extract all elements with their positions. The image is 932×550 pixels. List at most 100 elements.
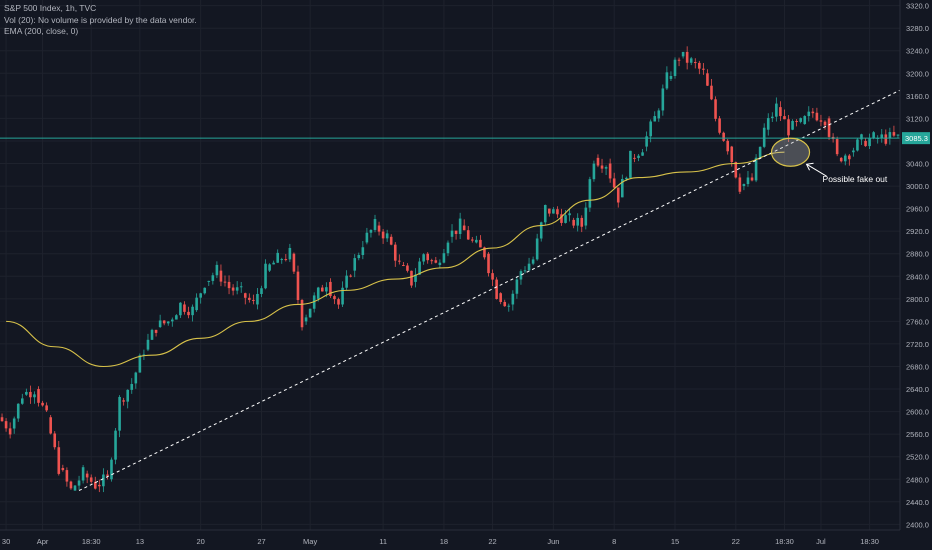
candle-down [243, 293, 247, 298]
candle-down [45, 405, 48, 411]
x-tick-label: 18:30 [860, 537, 879, 546]
legend-symbol[interactable]: S&P 500 Index, 1h, TVC [4, 3, 97, 13]
candle-down [337, 299, 340, 305]
candle-up [12, 418, 16, 429]
candle-up [414, 274, 417, 282]
candle-up [507, 305, 511, 307]
candle-up [442, 253, 446, 263]
candle-down [864, 140, 867, 147]
candle-down [406, 265, 409, 271]
candle-up [203, 287, 207, 294]
y-tick-label: 3200.0 [906, 69, 929, 78]
candle-up [235, 287, 239, 291]
candle-up [438, 262, 442, 265]
candle-down [819, 120, 823, 122]
candle-up [803, 116, 807, 125]
candle-up [175, 315, 178, 320]
candle-up [345, 275, 348, 288]
candle-down [61, 467, 65, 471]
candle-up [515, 279, 519, 294]
annotation-arrow [805, 162, 827, 177]
candle-up [689, 58, 693, 63]
candle-up [629, 150, 632, 178]
candle-up [531, 259, 535, 264]
candle-down [333, 296, 336, 300]
candle-up [888, 132, 892, 139]
candle-up [645, 136, 648, 147]
x-tick-label: May [303, 537, 317, 546]
candle-down [223, 281, 227, 283]
candle-up [316, 287, 320, 299]
candle-down [85, 473, 89, 478]
candle-down [612, 178, 616, 188]
candle-up [641, 152, 644, 156]
candle-up [179, 302, 182, 316]
candle-down [811, 111, 815, 114]
candle-up [576, 217, 580, 226]
candle-up [868, 137, 871, 147]
candle-down [426, 253, 430, 261]
ema-line [6, 151, 785, 368]
candle-up [527, 263, 531, 271]
candle-down [49, 417, 52, 434]
candle-down [320, 287, 324, 292]
x-tick-label: 13 [136, 537, 144, 546]
candle-down [284, 259, 288, 261]
candle-up [661, 88, 665, 111]
candle-down [815, 112, 819, 121]
candle-down [596, 157, 600, 166]
candles [0, 46, 900, 493]
candle-up [73, 485, 77, 491]
legend-ema[interactable]: EMA (200, close, 0) [4, 26, 79, 36]
y-tick-label: 2640.0 [906, 385, 929, 394]
candle-down [495, 279, 498, 299]
candle-up [239, 286, 243, 288]
candle-down [560, 214, 563, 223]
y-tick-label: 2520.0 [906, 453, 929, 462]
y-tick-label: 2680.0 [906, 362, 929, 371]
arrow-head [805, 162, 814, 171]
candle-down [470, 239, 474, 241]
x-tick-label: Jun [547, 537, 559, 546]
candle-up [458, 218, 462, 234]
candle-up [880, 134, 884, 138]
candle-up [775, 103, 778, 117]
candle-down [187, 311, 190, 316]
y-axis: 2400.0 2440.0 2480.0 2520.0 2560.0 2600.0 2640… [899, 0, 929, 530]
candle-up [272, 262, 275, 265]
x-tick-label: 22 [732, 537, 740, 546]
candle-up [110, 459, 113, 480]
candle-up [852, 150, 855, 153]
x-tick-label: 11 [379, 537, 387, 546]
candle-up [791, 120, 794, 130]
x-tick-label: 20 [197, 537, 205, 546]
candle-up [138, 355, 142, 373]
candle-down [706, 73, 709, 86]
arrow-shaft [806, 163, 827, 177]
candle-down [779, 107, 782, 117]
candle-up [20, 398, 24, 404]
candle-up [539, 222, 543, 239]
candle-up [758, 146, 762, 158]
candle-up [543, 204, 547, 223]
candle-down [389, 236, 393, 245]
candle-down [491, 273, 494, 280]
candle-down [219, 270, 223, 282]
candle-up [373, 219, 377, 230]
candle-up [746, 177, 750, 185]
candle-down [29, 391, 32, 398]
candle-down [41, 402, 44, 406]
trendline [78, 89, 901, 491]
candle-up [770, 116, 774, 119]
y-tick-label: 2440.0 [906, 498, 929, 507]
y-tick-label: 3240.0 [906, 47, 929, 56]
candle-up [215, 264, 219, 276]
legend-volume[interactable]: Vol (20): No volume is provided by the d… [4, 14, 197, 25]
candle-down [633, 157, 636, 159]
candle-down [300, 299, 304, 328]
candle-up [288, 247, 292, 260]
x-tick-label: 18 [440, 537, 448, 546]
annotation-text: Possible fake out [823, 174, 888, 184]
